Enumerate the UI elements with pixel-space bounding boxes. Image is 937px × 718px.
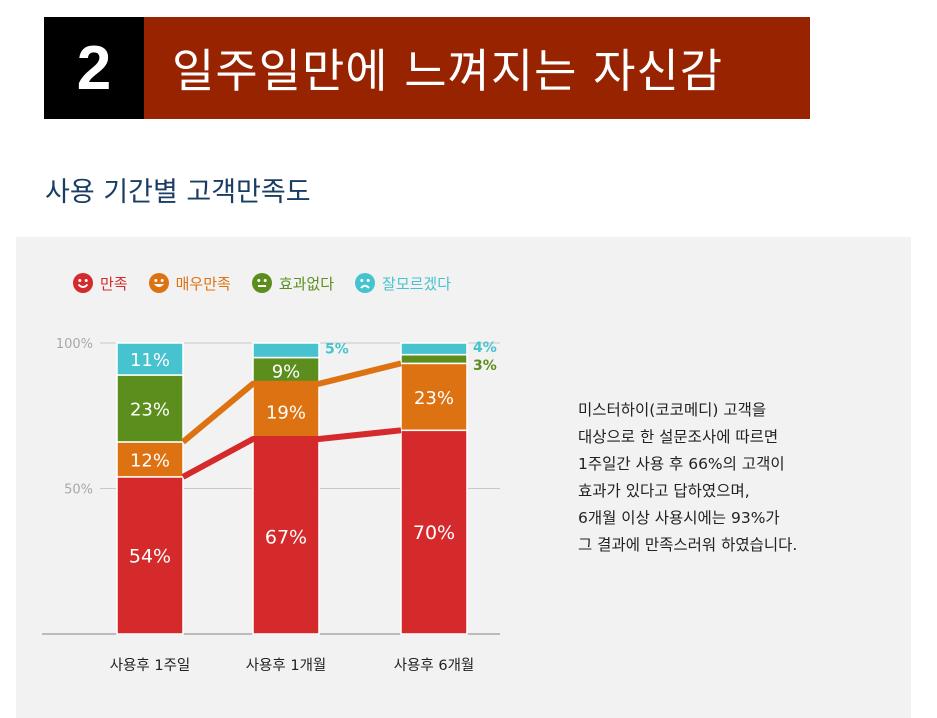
description-line: 효과가 있다고 답하였으며, [578, 482, 750, 500]
description-line: 그 결과에 만족스러워 하였습니다. [578, 536, 798, 554]
data-label: 19% [266, 402, 306, 423]
bar-segment [400, 342, 468, 356]
x-tick-label: 사용후 6개월 [394, 657, 475, 674]
legend-label: 효과없다 [278, 274, 335, 293]
legend-item: 잘모르겠다 [354, 272, 451, 294]
legend-item: 매우만족 [148, 272, 231, 294]
neutral-face-icon [251, 273, 272, 293]
bar-segment [116, 342, 184, 376]
legend-label: 잘모르겠다 [382, 274, 452, 293]
legend-label: 만족 [100, 274, 128, 293]
bar-segment [252, 382, 320, 440]
description-line: 미스터하이(코코메디) 고객을 [578, 401, 767, 419]
data-label: 5% [325, 341, 349, 357]
legend-item: 만족 [72, 272, 128, 294]
chart-legend: 만족 매우만족 효과없다 잘모르겠다 [72, 272, 471, 294]
description-line: 6개월 이상 사용시에는 93%가 [578, 509, 780, 527]
data-label: 12% [130, 450, 170, 471]
smile-face-icon [73, 273, 93, 293]
data-label: 23% [414, 388, 454, 409]
bar-segment [252, 438, 320, 635]
bar-segment [116, 441, 184, 478]
bar-segment [400, 362, 468, 432]
data-label: 3% [473, 358, 497, 374]
data-label: 70% [413, 522, 455, 544]
banner-title: 일주일만에 느껴지는 자신감 [144, 17, 810, 119]
bar-segment [400, 429, 468, 635]
happy-face-icon [148, 273, 169, 293]
data-label: 23% [130, 399, 170, 420]
legend-item: 효과없다 [251, 272, 334, 294]
section-number: 2 [44, 17, 144, 119]
title-banner: 2 일주일만에 느껴지는 자신감 [44, 17, 810, 119]
y-tick-label: 100% [56, 337, 93, 352]
data-label: 11% [130, 350, 170, 371]
description-line: 1주일간 사용 후 66%의 고객이 [578, 455, 785, 473]
trend-line [181, 360, 402, 445]
data-label: 54% [129, 545, 171, 567]
x-tick-label: 사용후 1개월 [246, 657, 327, 674]
legend-label: 매우만족 [175, 274, 231, 293]
bar-segment [252, 342, 320, 359]
data-label: 67% [265, 527, 307, 549]
x-tick-label: 사용후 1주일 [110, 657, 191, 674]
description-line: 대상으로 한 설문조사에 따르면 [578, 428, 779, 446]
section-title: 사용 기간별 고객만족도 [45, 177, 311, 208]
bar-segment [252, 356, 320, 385]
data-label: 9% [272, 362, 301, 383]
bar-segment [400, 353, 468, 365]
y-tick-label: 50% [64, 483, 93, 498]
sad-face-icon [355, 273, 376, 293]
data-label: 4% [473, 340, 497, 356]
trend-line [181, 427, 402, 480]
